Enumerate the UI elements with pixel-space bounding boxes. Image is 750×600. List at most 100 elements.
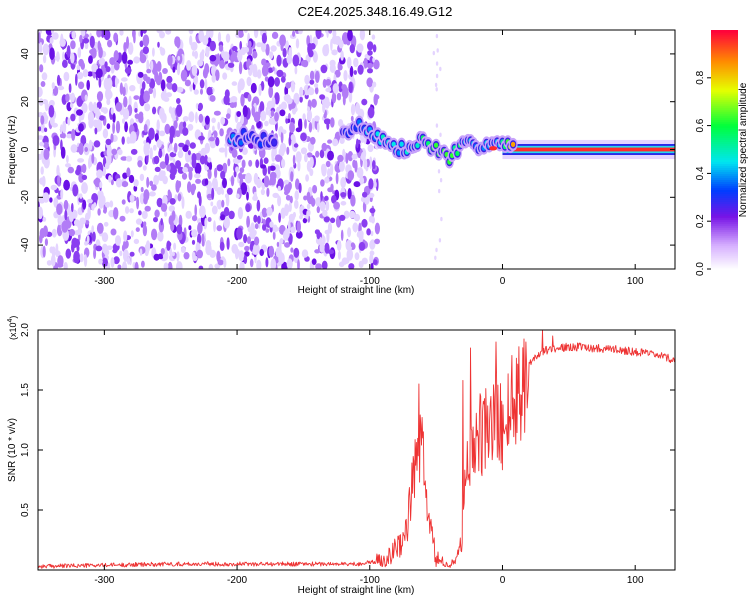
noise-speckle: [260, 80, 265, 91]
noise-speckle: [67, 166, 75, 174]
spectrogram-x-tick-label: 100: [627, 276, 644, 287]
noise-speckle: [238, 30, 244, 38]
colorbar-cell: [711, 253, 738, 256]
noise-speckle: [373, 181, 377, 189]
noise-speckle: [142, 34, 150, 47]
noise-speckle: [259, 248, 265, 257]
noise-speckle: [271, 148, 275, 162]
noise-speckle: [240, 182, 248, 195]
noise-speckle: [288, 113, 291, 120]
noise-speckle: [69, 213, 77, 219]
noise-speckle: [322, 209, 328, 217]
noise-speckle: [164, 211, 168, 217]
noise-speckle: [363, 158, 368, 170]
noise-speckle: [191, 239, 196, 245]
spectrogram-y-axis-label: Frequency (Hz): [7, 116, 18, 185]
noise-speckle: [246, 191, 249, 201]
noise-speckle: [311, 117, 316, 130]
noise-speckle: [299, 96, 303, 103]
noise-speckle: [360, 154, 366, 160]
noise-speckle: [88, 55, 93, 64]
noise-speckle: [258, 84, 262, 97]
noise-speckle: [136, 196, 140, 210]
noise-speckle: [371, 216, 375, 224]
colorbar-cell: [711, 263, 738, 266]
noise-speckle: [42, 245, 46, 258]
noise-speckle: [315, 150, 320, 158]
noise-speckle: [243, 30, 248, 33]
colorbar-cell: [711, 123, 738, 127]
noise-speckle: [436, 48, 439, 53]
noise-speckle: [260, 188, 265, 196]
noise-speckle: [198, 194, 202, 207]
noise-speckle: [50, 184, 58, 191]
colorbar-cell: [711, 63, 738, 67]
noise-speckle: [176, 261, 183, 269]
colorbar-cell: [711, 167, 738, 171]
noise-speckle: [164, 123, 171, 135]
noise-speckle: [168, 106, 173, 114]
signal-core: [261, 133, 266, 139]
noise-speckle: [121, 181, 129, 188]
noise-speckle: [172, 66, 176, 73]
noise-speckle: [38, 153, 43, 161]
noise-speckle: [432, 50, 435, 56]
noise-speckle: [78, 81, 85, 90]
colorbar-cell: [711, 175, 738, 178]
colorbar-cell: [711, 233, 738, 236]
noise-speckle: [324, 176, 330, 184]
noise-speckle: [204, 166, 209, 171]
noise-speckle: [61, 132, 66, 139]
noise-speckle: [434, 82, 438, 88]
noise-speckle: [295, 230, 303, 239]
noise-speckle: [98, 57, 106, 66]
noise-speckle: [276, 54, 282, 67]
noise-speckle: [44, 238, 49, 247]
noise-speckle: [306, 106, 311, 112]
noise-speckle: [211, 117, 216, 124]
colorbar-tick-label: 0.2: [695, 214, 706, 228]
noise-speckle: [38, 206, 42, 215]
noise-speckle: [268, 245, 275, 258]
colorbar-cell: [711, 113, 738, 117]
noise-speckle: [114, 76, 118, 88]
noise-speckle: [224, 89, 230, 99]
noise-speckle: [112, 248, 118, 254]
noise-speckle: [191, 251, 196, 260]
noise-speckle: [269, 165, 276, 171]
colorbar-cell: [711, 115, 738, 119]
noise-speckle: [180, 69, 188, 82]
noise-speckle: [81, 30, 85, 36]
noise-speckle: [335, 172, 339, 185]
noise-speckle: [113, 32, 118, 43]
colorbar-cell: [711, 31, 738, 35]
noise-speckle: [164, 153, 169, 166]
noise-speckle: [346, 56, 352, 69]
noise-speckle: [231, 81, 238, 86]
noise-speckle: [195, 178, 202, 184]
snr-y-axis-label: SNR (10 * v/v): [7, 418, 18, 482]
colorbar-cell: [711, 30, 738, 33]
noise-speckle: [167, 54, 173, 66]
noise-speckle: [106, 123, 111, 130]
noise-speckle: [177, 193, 182, 202]
noise-speckle: [92, 119, 99, 128]
noise-speckle: [231, 148, 238, 158]
noise-speckle: [113, 256, 120, 265]
noise-speckle: [316, 206, 320, 214]
noise-speckle: [96, 91, 104, 102]
colorbar-cell: [711, 59, 738, 63]
noise-speckle: [341, 84, 347, 91]
noise-speckle: [287, 221, 291, 232]
noise-speckle: [121, 118, 126, 124]
noise-speckle: [143, 221, 147, 226]
noise-speckle: [53, 197, 59, 208]
noise-speckle: [204, 142, 210, 154]
noise-speckle: [232, 45, 238, 52]
noise-speckle: [345, 239, 353, 251]
noise-speckle: [250, 222, 255, 234]
noise-speckle: [243, 234, 248, 244]
colorbar-cell: [711, 151, 738, 155]
noise-speckle: [355, 102, 361, 115]
noise-speckle: [204, 34, 209, 44]
